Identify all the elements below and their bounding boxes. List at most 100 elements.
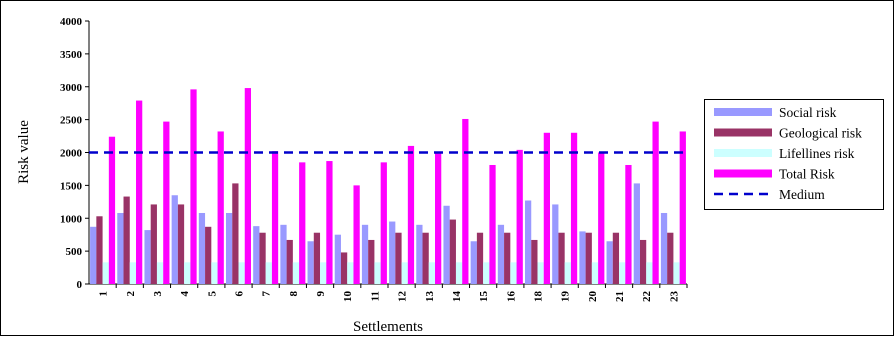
x-tick-label: 20 [587,291,599,303]
x-tick-label: 16 [505,291,517,303]
y-tick-label: 2000 [60,148,83,160]
bar-geological-risk-21 [612,232,620,284]
bar-total-risk-20 [598,152,605,284]
bar-lifellines-risk-11 [374,262,381,284]
legend-items: Social risk Geological risk Lifellines ris… [714,105,862,202]
bar-total-risk-21 [625,164,632,284]
bar-total-risk-19 [570,132,578,284]
x-tick-label: 12 [397,291,409,303]
bar-lifellines-risk-3 [156,262,164,284]
y-tick-label: 3000 [60,82,83,94]
x-tick-label: 23 [668,291,680,303]
x-tick-label: 9 [315,291,327,297]
x-tick-label: 3 [152,291,164,297]
bar-geological-risk-20 [585,232,592,284]
bar-geological-risk-15 [476,232,484,284]
bar-total-risk-8 [299,162,306,284]
bar-social-risk-22 [633,183,640,284]
bar-social-risk-4 [171,195,178,284]
bar-social-risk-8 [280,224,287,284]
bar-social-risk-19 [552,204,559,284]
x-tick-label: 6 [234,291,246,297]
legend-swatch-total-risk [714,169,772,178]
x-tick-label: 19 [560,291,572,303]
bar-lifellines-risk-23 [673,262,680,284]
bar-social-risk-16 [497,224,505,284]
x-tick-label: 2 [125,291,137,297]
bar-total-risk-2 [136,100,143,284]
bar-social-risk-12 [389,221,396,284]
bar-geological-risk-12 [395,232,402,284]
bar-geological-risk-19 [558,232,565,284]
bar-geological-risk-22 [639,239,647,284]
x-tick-label: 15 [478,291,490,303]
legend-label-total-risk: Total Risk [779,167,835,182]
legend-label-geological-risk: Geological risk [779,126,862,141]
bar-social-risk-1 [90,226,97,284]
bar-total-risk-14 [462,118,469,284]
bar-total-risk-1 [108,136,116,284]
bar-lifellines-risk-18 [537,262,544,284]
bar-lifellines-risk-2 [129,262,137,284]
bar-social-risk-14 [443,205,450,284]
x-tick-label: 4 [179,291,191,297]
bar-lifellines-risk-8 [292,262,300,284]
y-tick-label: 0 [77,279,83,291]
x-tick-label: 7 [261,291,273,297]
bar-social-risk-10 [334,234,341,284]
bar-lifellines-risk-15 [483,262,490,284]
x-tick-label: 10 [342,291,354,303]
bar-geological-risk-18 [531,239,538,284]
bar-total-risk-22 [652,121,659,284]
bar-total-risk-6 [244,88,251,284]
bar-social-risk-23 [660,212,668,284]
bar-geological-risk-23 [667,232,674,284]
x-tick-label: 18 [533,291,545,303]
bar-geological-risk-3 [150,204,157,284]
bar-geological-risk-2 [123,196,130,284]
bar-geological-risk-14 [449,219,456,284]
bar-total-risk-5 [217,131,224,284]
x-tick-label: 13 [424,291,436,303]
x-tick-label: 21 [614,291,626,302]
x-tick-label: 1 [98,291,110,297]
bar-lifellines-risk-5 [211,262,218,284]
legend: Social risk Geological risk Lifellines ris… [704,99,884,210]
bar-total-risk-10 [353,185,360,285]
bar-total-risk-23 [679,131,686,284]
bar-social-risk-21 [606,241,613,284]
y-axis-title: Risk value [16,120,32,184]
bar-lifellines-risk-1 [102,262,109,284]
x-tick-label: 8 [288,291,300,297]
bar-social-risk-15 [470,241,477,284]
bar-social-risk-7 [253,226,260,284]
bar-total-risk-7 [271,151,279,284]
x-tick-label: 22 [641,291,653,303]
bar-social-risk-2 [117,212,124,284]
bar-social-risk-20 [579,231,586,284]
y-tick-label: 2500 [60,115,83,127]
x-axis-title: Settlements [353,319,423,335]
bar-geological-risk-8 [286,239,293,284]
bar-geological-risk-6 [232,183,239,284]
bar-lifellines-risk-19 [564,262,571,284]
y-tick-label: 500 [66,246,83,258]
y-tick-label: 1000 [60,213,83,225]
bar-lifellines-risk-22 [646,262,653,284]
bar-geological-risk-7 [259,232,266,284]
bar-lifellines-risk-6 [238,262,245,284]
bar-lifellines-risk-14 [455,262,463,284]
bar-social-risk-5 [198,212,206,284]
legend-swatch-geological-risk [714,128,772,137]
bar-lifellines-risk-7 [265,262,272,284]
bar-total-risk-9 [326,161,333,284]
bar-lifellines-risk-20 [591,262,599,284]
bar-total-risk-12 [407,145,415,284]
bar-total-risk-18 [543,132,550,284]
bar-geological-risk-9 [313,232,321,284]
legend-label-lifellines-risk: Lifellines risk [779,146,855,161]
bar-geological-risk-10 [340,252,348,284]
bar-lifellines-risk-10 [347,262,354,284]
